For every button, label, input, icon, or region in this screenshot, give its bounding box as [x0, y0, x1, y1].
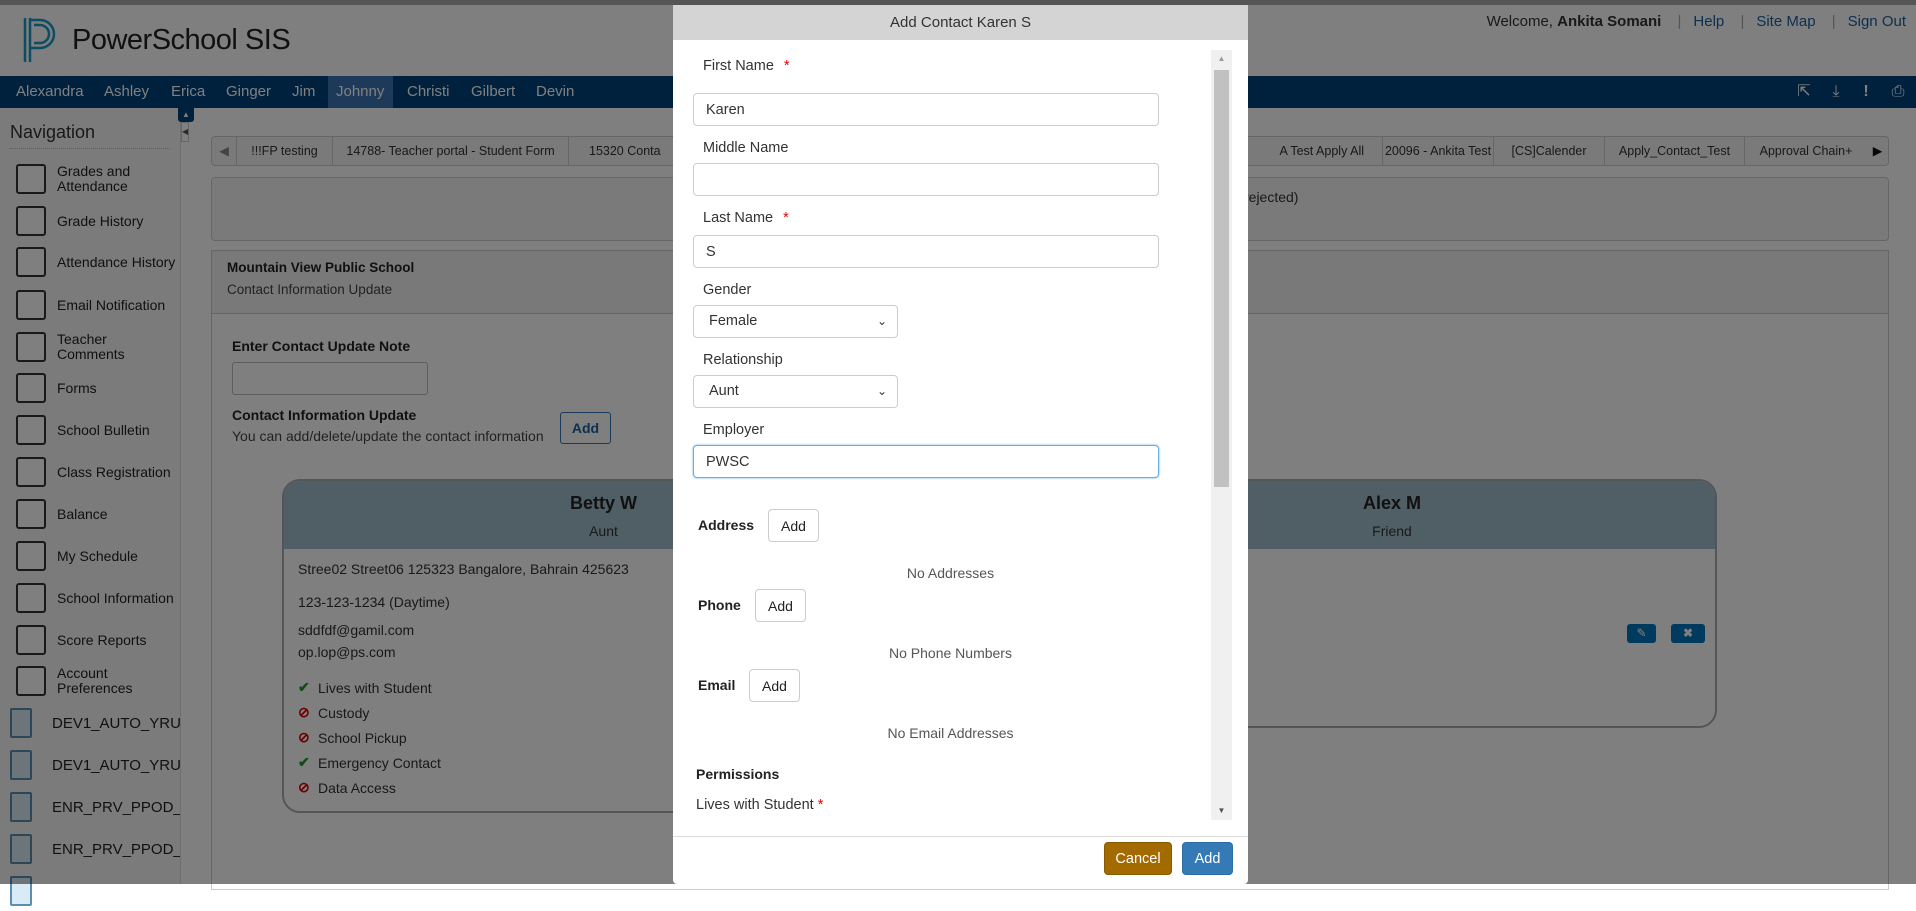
chevron-down-icon: ⌄ — [876, 314, 887, 328]
add-contact-dialog: Add Contact Karen S First Name* Middle N… — [673, 5, 1248, 884]
chevron-down-icon: ⌄ — [876, 384, 887, 398]
add-phone-button[interactable]: Add — [755, 589, 806, 622]
middle-name-input[interactable] — [693, 163, 1159, 196]
gender-select[interactable]: Female ⌄ — [693, 305, 898, 338]
no-addresses-text: No Addresses — [906, 565, 995, 581]
middle-name-label: Middle Name — [703, 140, 789, 156]
last-name-label: Last Name * — [703, 210, 789, 226]
window-top-strip — [0, 0, 1916, 5]
email-label: Email — [698, 677, 736, 693]
employer-label: Employer — [703, 422, 765, 438]
relationship-label: Relationship — [703, 352, 783, 368]
no-emails-text: No Email Addresses — [887, 725, 1014, 741]
scroll-up-icon[interactable]: ▲ — [1217, 54, 1226, 63]
last-name-input[interactable] — [693, 235, 1159, 268]
first-name-label: First Name * — [703, 58, 790, 74]
scroll-down-icon[interactable]: ▼ — [1217, 806, 1226, 815]
cancel-button[interactable]: Cancel — [1104, 842, 1172, 875]
required-marker: * — [817, 797, 824, 813]
lives-with-student-label: Lives with Student * — [696, 797, 824, 813]
gender-label: Gender — [703, 282, 752, 298]
relationship-value: Aunt — [709, 383, 739, 399]
divider — [673, 836, 1248, 837]
required-marker: * — [783, 58, 790, 74]
required-marker: * — [783, 210, 789, 226]
add-address-button[interactable]: Add — [768, 509, 819, 542]
gender-value: Female — [709, 313, 758, 329]
employer-input[interactable] — [693, 445, 1159, 478]
permissions-heading: Permissions — [696, 766, 780, 782]
dialog-title: Add Contact Karen S — [673, 5, 1248, 40]
phone-label: Phone — [698, 597, 741, 613]
relationship-select[interactable]: Aunt ⌄ — [693, 375, 898, 408]
address-label: Address — [698, 517, 755, 533]
scrollbar-thumb[interactable] — [1214, 70, 1229, 487]
no-phones-text: No Phone Numbers — [889, 645, 1012, 661]
first-name-input[interactable] — [693, 93, 1159, 126]
add-email-button[interactable]: Add — [749, 669, 800, 702]
submit-add-button[interactable]: Add — [1182, 842, 1233, 875]
